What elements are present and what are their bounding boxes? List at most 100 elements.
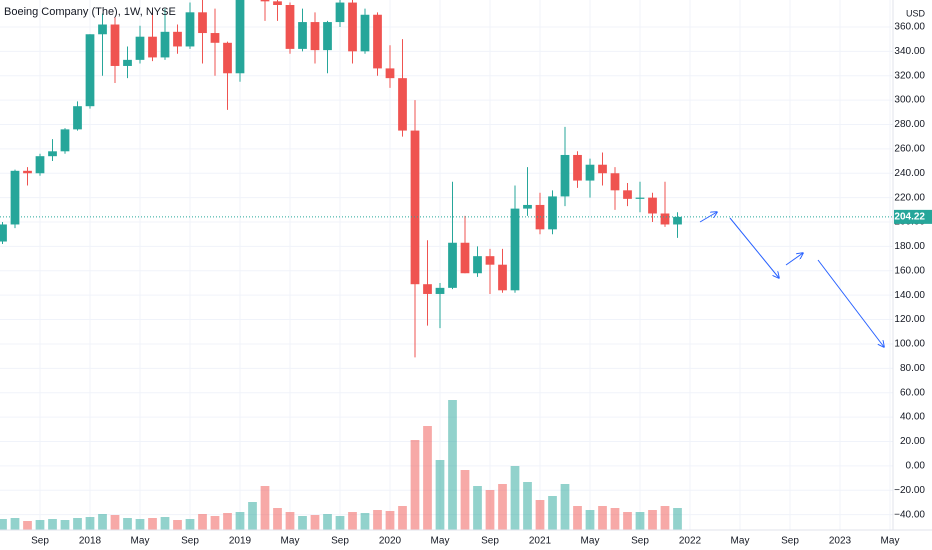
volume-bar — [60, 520, 70, 530]
volume-bar — [223, 513, 232, 530]
volume-bar — [560, 484, 570, 530]
last-price-badge — [894, 209, 932, 224]
volume-bar — [85, 517, 95, 530]
volume-bar — [335, 516, 345, 530]
volume-bar — [473, 486, 482, 530]
candle-body — [123, 59, 132, 66]
projection-arrow — [699, 212, 717, 223]
volume-layer — [0, 400, 682, 530]
volume-bar — [285, 512, 295, 530]
volume-bar — [98, 514, 107, 530]
candle-body — [60, 129, 70, 152]
y-tick-label: 180.00 — [894, 241, 925, 252]
candle-body — [298, 22, 307, 49]
candle-body — [85, 34, 95, 107]
candle-body — [135, 36, 145, 60]
candle-body — [610, 173, 620, 191]
volume-bar — [198, 514, 207, 530]
candle-body — [423, 284, 432, 294]
y-tick-label: 360.00 — [894, 22, 925, 33]
candle-body — [23, 170, 32, 174]
y-tick-label: 20.00 — [900, 436, 925, 447]
candle-body — [360, 14, 370, 52]
volume-bar — [448, 400, 457, 530]
y-tick-label: 260.00 — [894, 144, 925, 155]
volume-bar — [210, 516, 220, 530]
candle-body — [573, 154, 582, 181]
volume-bar — [323, 514, 332, 530]
last-price-label: 204.22 — [894, 212, 925, 223]
volume-bar — [635, 512, 645, 530]
candle-body — [98, 24, 107, 35]
volume-bar — [73, 518, 82, 530]
y-tick-label: 80.00 — [900, 363, 925, 374]
x-tick-label: Sep — [31, 536, 49, 547]
candle-body — [348, 2, 357, 52]
x-tick-label: Sep — [781, 536, 799, 547]
volume-bar — [310, 515, 320, 530]
volume-bar — [385, 511, 395, 530]
candle-layer — [0, 0, 893, 358]
candle-body — [198, 12, 207, 34]
grid-layer — [0, 0, 893, 530]
x-tick-label: May — [281, 536, 300, 547]
volume-bar — [648, 510, 657, 530]
candle-body — [310, 22, 320, 51]
volume-bar — [510, 466, 520, 530]
volume-bar — [235, 512, 245, 530]
candle-body — [173, 31, 182, 47]
x-tick-label: 2023 — [829, 536, 852, 547]
volume-bar — [598, 506, 607, 530]
projection-arrow — [785, 253, 803, 266]
candle-body — [548, 196, 557, 230]
candle-body — [560, 154, 570, 197]
volume-bar — [460, 470, 470, 530]
candle-body — [598, 164, 607, 174]
candle-body — [185, 12, 195, 47]
volume-bar — [10, 518, 20, 530]
candle-body — [435, 287, 445, 294]
x-tick-label: May — [731, 536, 750, 547]
y-tick-label: 300.00 — [894, 95, 925, 106]
volume-bar — [135, 519, 145, 530]
candle-body — [110, 24, 120, 66]
candle-body — [623, 190, 632, 199]
x-tick-label: 2021 — [529, 536, 552, 547]
candle-body — [410, 130, 420, 285]
y-tick-label: 140.00 — [894, 290, 925, 301]
volume-bar — [423, 426, 432, 530]
candle-body — [485, 256, 495, 265]
candle-body — [210, 33, 220, 43]
volume-bar — [160, 517, 170, 530]
currency-label: USD — [906, 8, 926, 18]
candle-body — [523, 204, 532, 209]
chart-title: Boeing Company (The), 1W, NYSE — [4, 6, 176, 18]
volume-bar — [498, 484, 507, 530]
volume-bar — [673, 508, 682, 530]
volume-bar — [373, 510, 382, 530]
candle-body — [648, 197, 657, 214]
volume-bar — [660, 506, 670, 530]
volume-bar — [248, 502, 257, 530]
y-tick-label: 60.00 — [900, 387, 925, 398]
y-tick-label: 0.00 — [906, 461, 926, 472]
volume-bar — [360, 513, 370, 530]
candle-body — [285, 4, 295, 49]
x-tick-label: Sep — [631, 536, 649, 547]
x-tick-label: Sep — [481, 536, 499, 547]
volume-bar — [298, 516, 307, 530]
volume-bar — [410, 440, 420, 530]
volume-bar — [585, 510, 595, 530]
volume-bar — [523, 482, 532, 530]
candle-body — [273, 1, 282, 5]
volume-bar — [48, 519, 57, 530]
y-tick-label: 120.00 — [894, 314, 925, 325]
volume-bar — [485, 490, 495, 530]
candle-body — [260, 0, 270, 2]
x-tick-label: Sep — [181, 536, 199, 547]
x-tick-label: Sep — [331, 536, 349, 547]
volume-bar — [185, 519, 195, 530]
volume-bar — [435, 460, 445, 530]
candle-body — [510, 208, 520, 291]
